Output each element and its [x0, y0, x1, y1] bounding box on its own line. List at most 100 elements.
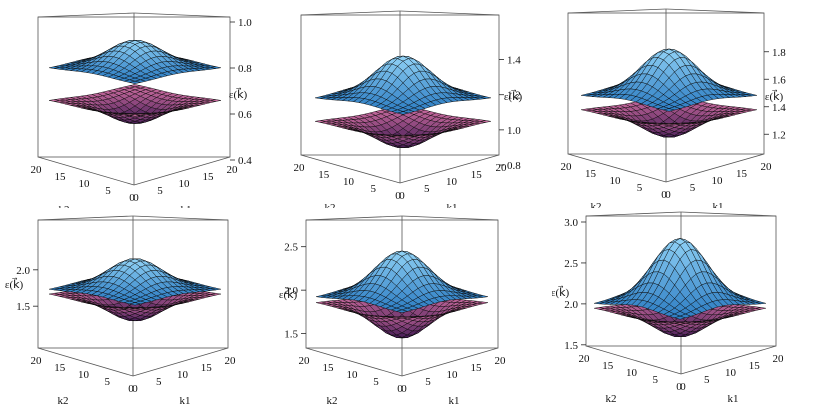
k2-tick-label: 0 [128, 383, 134, 395]
k2-tick-label: 5 [371, 183, 377, 195]
k1-tick-label: 15 [736, 168, 748, 180]
k1-tick-label: 0 [401, 383, 407, 395]
k1-axis-label: k1 [449, 395, 460, 407]
z-axis-label: ε(k⃗) [229, 87, 248, 101]
z-axis-label: ε(k⃗) [765, 89, 784, 103]
z-tick-label: 0.4 [238, 155, 252, 167]
surface-cell [663, 123, 675, 126]
k1-tick-label: 0 [133, 192, 139, 204]
z-axis-label: ε(k⃗) [279, 287, 298, 301]
z-tick-label: 1.4 [772, 102, 786, 114]
frame-edge [132, 215, 229, 221]
k2-tick-label: 10 [610, 175, 622, 187]
frame-edge [567, 153, 667, 183]
k1-axis-label: k1 [180, 395, 191, 407]
upper-band-surface [580, 48, 758, 112]
z-tick-label: 1.2 [507, 90, 521, 102]
frame-edge [399, 10, 500, 16]
k2-axis-label: k2 [325, 202, 336, 208]
z-axis-label: ε(k⃗) [5, 277, 24, 291]
k1-axis-label: k1 [447, 202, 458, 208]
k2-tick-label: 20 [294, 162, 306, 174]
z-tick-label: 1.2 [772, 129, 786, 141]
surface-plot-3: 1.2 1.4 1.6 1.8 ε(k⃗) 20 15 10 5 00 5 10 15 20 k1 k2 [561, 8, 786, 208]
z-tick-label: 1.0 [507, 125, 521, 137]
k1-tick-label: 15 [203, 171, 215, 183]
z-axis-label: ε(k⃗) [504, 89, 523, 103]
frame-edge [585, 345, 682, 375]
z-tick-label: 3.0 [564, 217, 578, 229]
z-tick-label: 1.4 [507, 55, 521, 67]
k1-tick-label: 20 [773, 353, 785, 365]
k1-tick-label: 5 [424, 183, 430, 195]
k1-tick-label: 0 [132, 383, 138, 395]
frame-box [37, 12, 231, 186]
frame-edge [585, 211, 682, 217]
k2-tick-label: 20 [299, 355, 311, 367]
upper-band-surface [593, 238, 767, 320]
lower-band-surface [314, 104, 492, 148]
frame-edge [567, 8, 667, 14]
k1-tick-label: 20 [495, 355, 507, 367]
k2-tick-label: 15 [602, 360, 614, 372]
z-tick-label: 2.0 [564, 299, 578, 311]
k1-tick-label: 5 [157, 185, 163, 197]
k1-tick-label: 10 [447, 369, 459, 381]
k2-tick-label: 10 [78, 369, 90, 381]
k1-tick-label: 5 [690, 182, 696, 194]
frame-edge [37, 215, 134, 221]
z-tick-label: 1.8 [772, 47, 786, 59]
z-tick-label: 1.6 [772, 74, 786, 86]
z-tick-label: 1.5 [564, 340, 578, 352]
upper-band-surface [314, 55, 492, 115]
surface-cell [395, 309, 409, 313]
z-tick-label: 0.8 [238, 63, 252, 75]
frame-edge [401, 215, 499, 221]
k1-tick-label: 20 [761, 161, 773, 173]
frame-edge [680, 211, 777, 217]
k1-tick-label: 15 [749, 360, 761, 372]
k1-tick-label: 0 [680, 381, 686, 393]
k2-tick-label: 10 [347, 369, 359, 381]
k1-tick-label: 20 [227, 164, 239, 176]
lower-band-surface [48, 84, 222, 124]
k1-axis-label: k1 [181, 204, 192, 208]
k1-tick-label: 0 [399, 190, 405, 202]
k2-tick-label: 0 [397, 383, 403, 395]
surface-cell [129, 308, 141, 311]
k2-axis-label: k2 [591, 201, 602, 208]
k1-tick-label: 0 [665, 189, 671, 201]
k2-tick-label: 5 [637, 182, 643, 194]
k1-tick-label: 15 [471, 362, 483, 374]
k2-tick-label: 20 [31, 164, 43, 176]
k2-axis-label: k2 [58, 395, 69, 407]
surface-plot-4: 1.5 2.0ε(k⃗) 20 15 10 5 00 5 10 15 20 k1 k2 [5, 215, 237, 407]
k2-tick-label: 20 [31, 355, 43, 367]
frame-box [37, 215, 229, 377]
k1-tick-label: 5 [704, 374, 710, 386]
frame-edge [305, 215, 403, 221]
k1-tick-label: 10 [712, 175, 724, 187]
k2-tick-label: 5 [105, 185, 111, 197]
surface-plot-2: 0.8 1.0 1.2 1.4 ε(k⃗) 20 15 10 5 00 5 10 15 20 k1 k2 [294, 10, 523, 208]
frame-edge [133, 12, 231, 18]
frame-edge [399, 154, 500, 184]
k2-tick-label: 15 [55, 171, 67, 183]
upper-band-surface [315, 250, 489, 313]
surface-plot-1: 0.4 0.6 0.8 1.0 ε(k⃗) 20 15 10 5 00 5 10 15 20 k1 k2 [31, 12, 252, 208]
upper-band-surface [48, 40, 222, 84]
k2-tick-label: 0 [395, 190, 401, 202]
frame-edge [665, 153, 765, 183]
k2-tick-label: 10 [626, 367, 638, 379]
frame-edge [37, 347, 134, 377]
k1-axis-label: k1 [728, 393, 739, 405]
frame-edge [300, 154, 401, 184]
z-tick-label: 1.0 [238, 17, 252, 29]
k2-axis-label: k2 [327, 395, 338, 407]
surface-cell [663, 108, 675, 112]
frame-edge [132, 347, 229, 377]
k2-tick-label: 10 [79, 178, 91, 190]
k1-tick-label: 20 [225, 355, 237, 367]
k2-tick-label: 15 [318, 169, 330, 181]
